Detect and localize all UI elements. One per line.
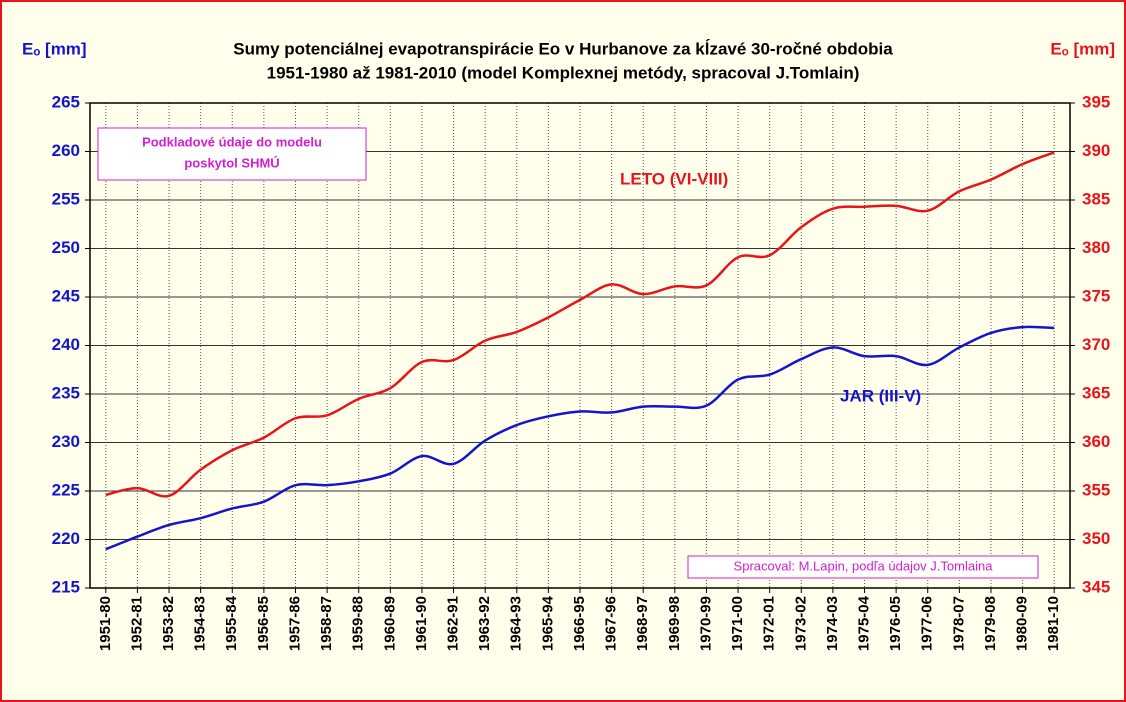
x-tick-label: 1954-83 (192, 596, 209, 651)
note-box (97, 127, 367, 181)
y2-tick-label: 350 (1082, 529, 1110, 548)
x-tick-label: 1981-10 (1045, 596, 1062, 651)
x-tick-label: 1965-94 (539, 595, 556, 651)
x-tick-label: 1978-07 (950, 596, 967, 651)
x-tick-label: 1979-08 (982, 596, 999, 651)
y-tick-label: 255 (52, 189, 80, 208)
y-tick-label: 245 (52, 286, 80, 305)
x-tick-label: 1958-87 (318, 596, 335, 651)
y2-tick-label: 370 (1082, 335, 1110, 354)
y-tick-label: 225 (52, 480, 80, 499)
x-tick-label: 1976-05 (887, 596, 904, 651)
y-tick-label: 265 (52, 92, 80, 111)
series-label: JAR (III-V) (840, 386, 921, 405)
y-tick-label: 240 (52, 335, 80, 354)
x-tick-label: 1971-00 (729, 596, 746, 651)
x-tick-label: 1973-02 (792, 596, 809, 651)
y-tick-label: 220 (52, 529, 80, 548)
series-line (105, 151, 1055, 498)
note-box (687, 555, 1039, 579)
x-tick-label: 1977-06 (919, 596, 936, 651)
x-tick-label: 1968-97 (634, 596, 651, 651)
y2-axis-label: Eₒ [mm] (1050, 39, 1115, 58)
x-tick-label: 1952-81 (128, 596, 145, 651)
y2-tick-label: 385 (1082, 189, 1110, 208)
chart-title: Sumy potenciálnej evapotranspirácie Eo v… (233, 38, 893, 58)
x-tick-label: 1969-98 (666, 596, 683, 651)
x-tick-label: 1966-95 (571, 596, 588, 651)
y2-tick-label: 375 (1082, 286, 1110, 305)
y2-tick-label: 395 (1082, 92, 1110, 111)
y-axis-label: Eₒ [mm] (22, 39, 87, 58)
y-tick-label: 235 (52, 383, 80, 402)
series-line (105, 325, 1055, 551)
y2-tick-label: 345 (1082, 577, 1110, 596)
x-tick-label: 1980-09 (1014, 596, 1031, 651)
x-tick-label: 1959-88 (350, 596, 367, 651)
x-tick-label: 1960-89 (381, 596, 398, 651)
y-tick-label: 215 (52, 577, 80, 596)
series-label: LETO (VI-VIII) (620, 169, 728, 188)
x-tick-label: 1964-93 (508, 596, 525, 651)
note-source: Podkladové údaje do modelu (142, 134, 322, 149)
x-tick-label: 1961-90 (413, 596, 430, 651)
x-tick-label: 1970-99 (697, 596, 714, 651)
x-tick-label: 1974-03 (824, 596, 841, 651)
x-tick-label: 1962-91 (445, 596, 462, 651)
y2-tick-label: 365 (1082, 383, 1110, 402)
note-source: poskytol SHMÚ (184, 155, 279, 170)
x-tick-label: 1956-85 (255, 596, 272, 651)
x-tick-label: 1953-82 (160, 596, 177, 651)
y2-tick-label: 360 (1082, 432, 1110, 451)
y-tick-label: 250 (52, 238, 80, 257)
x-tick-label: 1967-96 (603, 596, 620, 651)
x-tick-label: 1963-92 (476, 596, 493, 651)
note-author: Spracoval: M.Lapin, podľa údajov J.Tomla… (734, 558, 994, 573)
x-tick-label: 1955-84 (223, 595, 240, 651)
y-tick-label: 260 (52, 141, 80, 160)
x-tick-label: 1951-80 (97, 596, 114, 651)
y2-tick-label: 355 (1082, 480, 1110, 499)
y2-tick-label: 390 (1082, 141, 1110, 160)
y2-tick-label: 380 (1082, 238, 1110, 257)
y-tick-label: 230 (52, 432, 80, 451)
x-tick-label: 1957-86 (286, 596, 303, 651)
x-tick-label: 1975-04 (855, 595, 872, 651)
chart-title: 1951-1980 až 1981-2010 (model Komplexnej… (267, 63, 860, 82)
x-tick-label: 1972-01 (761, 596, 778, 651)
